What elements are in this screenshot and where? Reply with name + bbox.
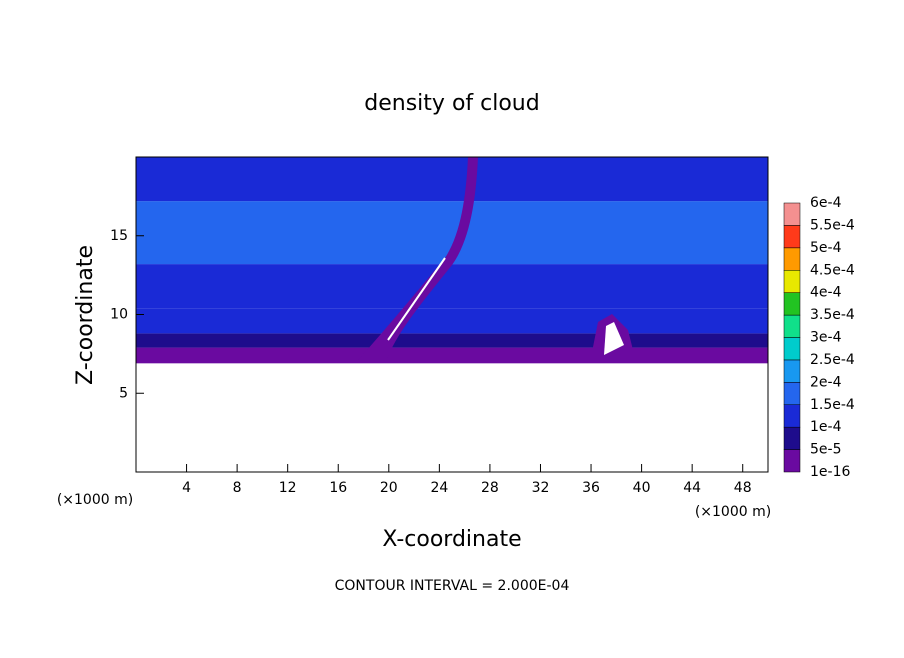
colorbar-swatch — [783, 202, 801, 226]
x-tick-label: 20 — [380, 480, 398, 496]
colorbar-label: 2.5e-4 — [810, 352, 855, 368]
x-tick-label: 12 — [279, 480, 297, 496]
x-axis-label: X-coordinate — [382, 527, 521, 552]
y-tick-label: 10 — [110, 307, 128, 323]
colorbar-label: 3.5e-4 — [810, 307, 855, 323]
colorbar-label: 1e-4 — [810, 419, 842, 435]
colorbar-swatch — [783, 270, 801, 293]
colorbar-swatch — [783, 404, 801, 428]
x-tick-label: 24 — [430, 480, 448, 496]
contour-band — [136, 157, 768, 202]
x-tick-label: 8 — [233, 480, 242, 496]
colorbar-label: 5e-5 — [810, 442, 841, 458]
colorbar-label: 4e-4 — [810, 285, 842, 301]
x-tick-label: 44 — [683, 480, 701, 496]
colorbar-label: 1.5e-4 — [810, 397, 855, 413]
y-axis-label: Z-coordinate — [73, 245, 98, 385]
x-tick-label: 4 — [182, 480, 191, 496]
x-tick-label: 16 — [329, 480, 347, 496]
x-tick-label: 32 — [532, 480, 550, 496]
colorbar-label: 4.5e-4 — [810, 262, 855, 278]
x-tick-label: 36 — [582, 480, 600, 496]
colorbar-label: 2e-4 — [810, 374, 842, 390]
colorbar-label: 3e-4 — [810, 330, 842, 346]
x-tick-label: 28 — [481, 480, 499, 496]
contour-band — [136, 308, 768, 334]
colorbar-swatch — [783, 426, 801, 450]
colorbar-swatch — [783, 292, 801, 316]
colorbar-label: 1e-16 — [810, 464, 850, 480]
colorbar-swatch — [783, 359, 801, 383]
colorbar-swatch — [783, 225, 801, 249]
colorbar-label: 5.5e-4 — [810, 217, 855, 233]
contour-band — [136, 264, 768, 309]
y-unit: (×1000 m) — [57, 492, 133, 508]
colorbar-swatch — [783, 337, 801, 361]
chart-title: density of cloud — [364, 91, 539, 116]
y-tick-label: 5 — [119, 385, 128, 401]
colorbar-label: 5e-4 — [810, 240, 842, 256]
x-tick-label: 40 — [633, 480, 651, 496]
contour-band — [136, 347, 768, 364]
x-tick-label: 48 — [734, 480, 752, 496]
colorbar-swatch — [783, 314, 801, 338]
colorbar-swatch — [783, 449, 801, 473]
y-tick-label: 15 — [110, 228, 128, 244]
colorbar-label: 6e-4 — [810, 195, 842, 211]
x-unit: (×1000 m) — [695, 504, 771, 520]
contour-band — [136, 333, 768, 348]
colorbar-swatch — [783, 382, 801, 406]
plumes — [358, 157, 636, 362]
footer-note: CONTOUR INTERVAL = 2.000E-04 — [335, 578, 570, 594]
colorbar-swatch — [783, 247, 801, 271]
